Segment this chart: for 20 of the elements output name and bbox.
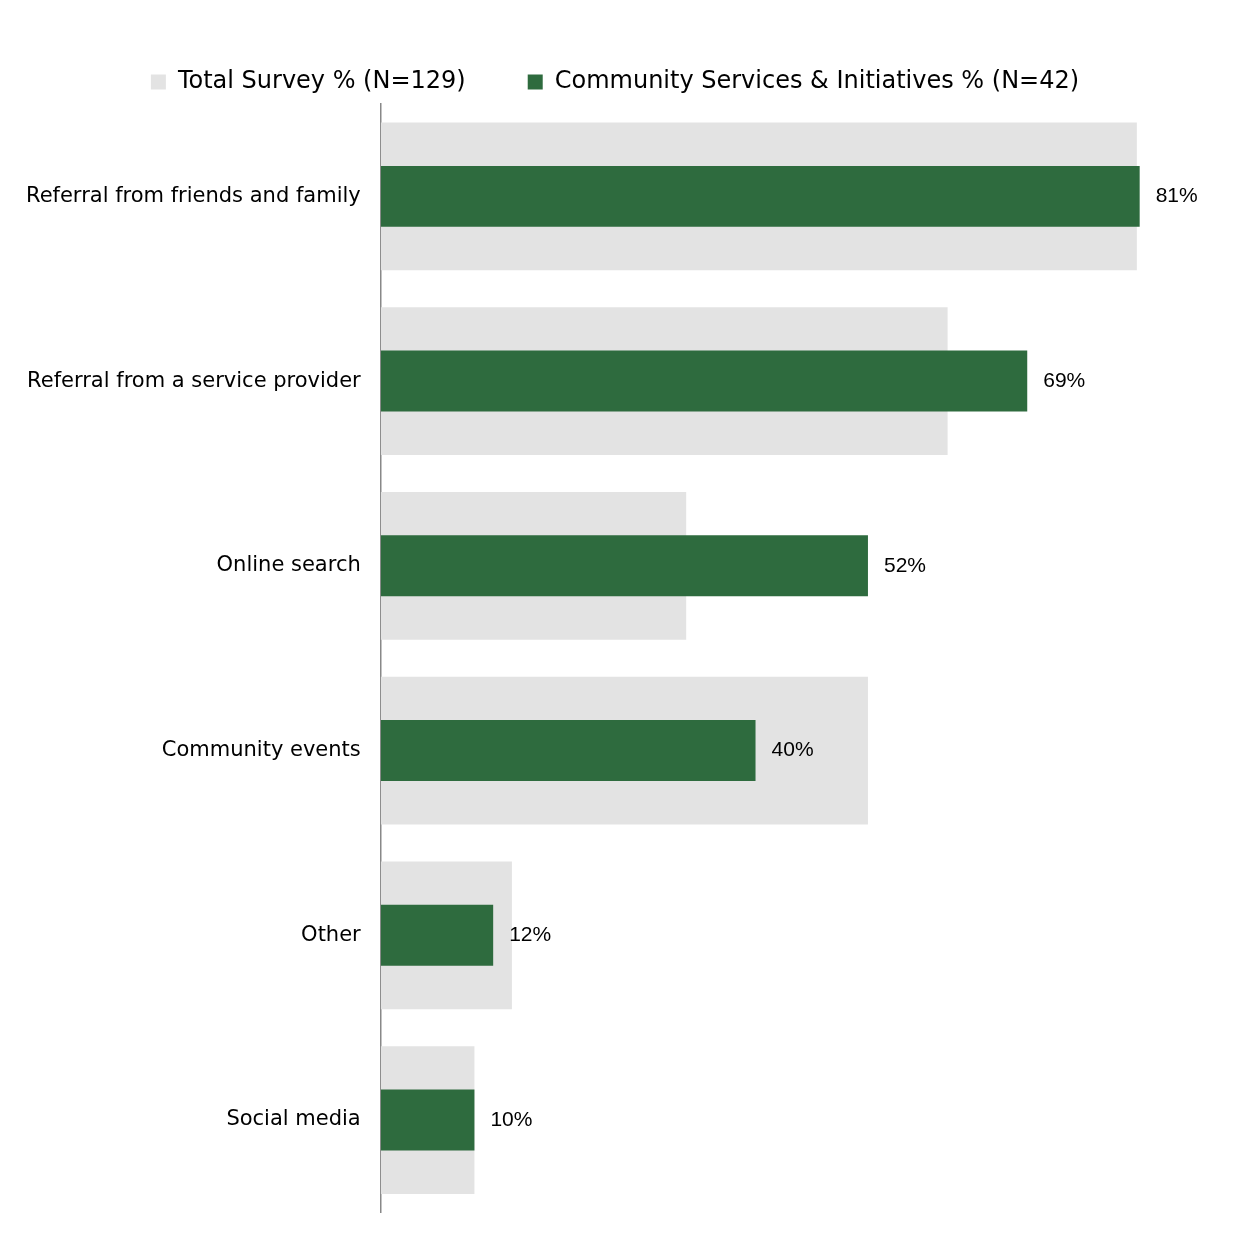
data-label: 12% [509,922,552,946]
data-label: 81% [1155,183,1198,207]
y-tick-label: Community events [161,737,361,762]
bar [380,720,756,782]
y-tick-label: Social media [226,1106,361,1131]
data-label: 69% [1043,367,1086,391]
legend-label: Total Survey % (N=129) [176,66,466,95]
bar [380,350,1028,412]
bar [380,535,868,597]
legend-label: Community Services & Initiatives % (N=42) [554,66,1080,95]
data-label: 40% [771,737,814,761]
bar [380,165,1140,227]
y-tick-label: Referral from a service provider [27,367,362,392]
y-tick-label: Online search [216,552,361,577]
bar [380,904,494,966]
data-label: 10% [490,1106,533,1130]
bar [380,1089,475,1151]
data-label: 52% [883,552,926,576]
y-tick-label: Other [301,921,362,946]
y-tick-label: Referral from friends and family [25,182,361,207]
